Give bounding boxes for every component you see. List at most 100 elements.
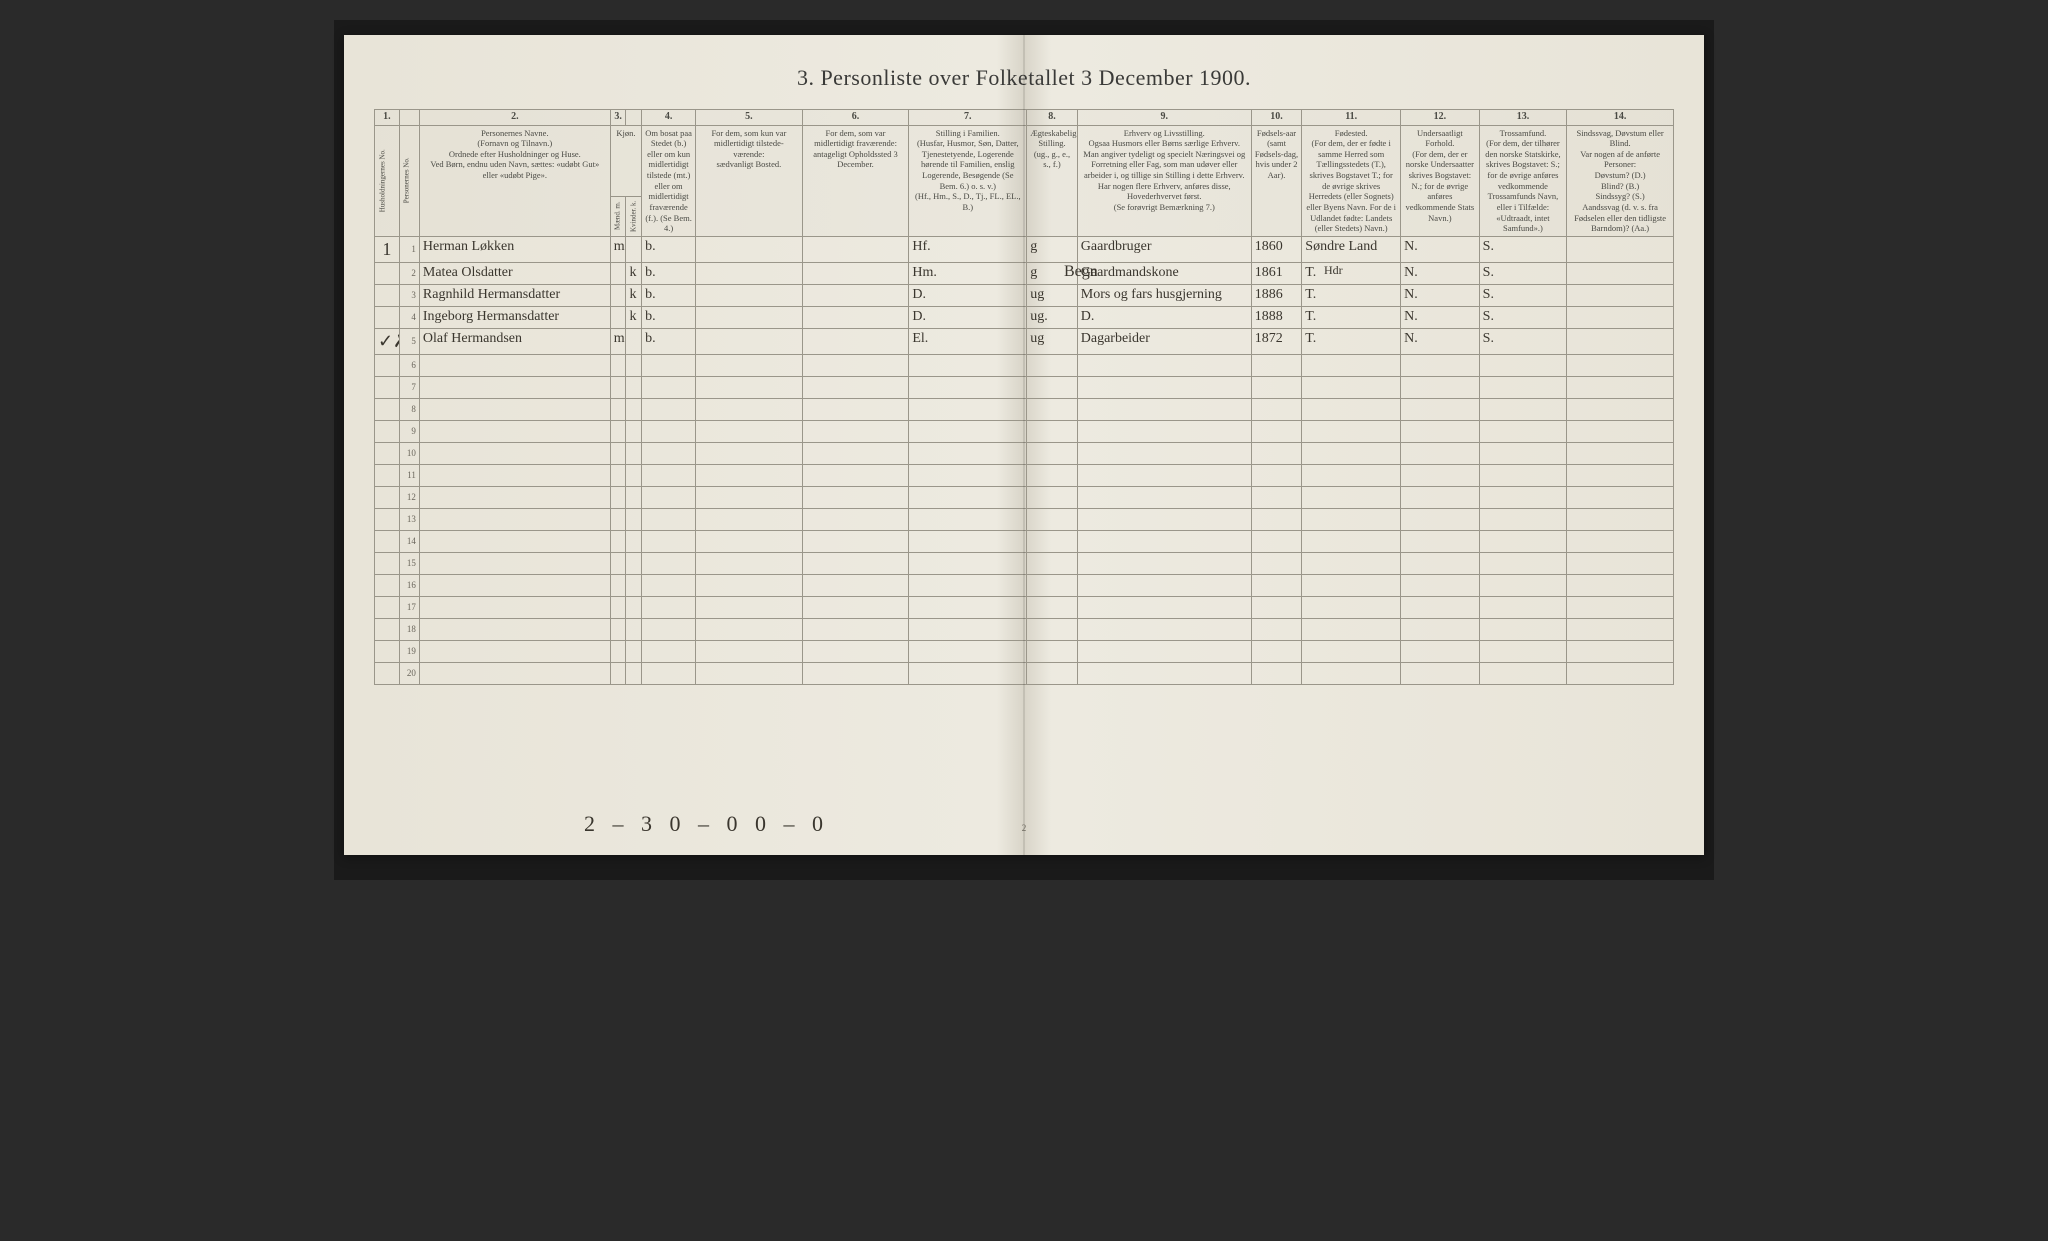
cell-empty xyxy=(375,530,400,552)
cell-empty xyxy=(802,662,909,684)
cell-empty xyxy=(1077,574,1251,596)
cell-empty xyxy=(1567,508,1674,530)
column-number: 8. xyxy=(1027,110,1078,126)
cell-empty xyxy=(802,464,909,486)
cell-empty xyxy=(1401,376,1480,398)
cell-hh: ✓✗ xyxy=(375,328,400,354)
cell-res: b. xyxy=(642,328,696,354)
cell-res: b. xyxy=(642,262,696,284)
cell-cit: N. xyxy=(1401,284,1480,306)
cell-empty xyxy=(1027,618,1078,640)
cell-empty xyxy=(642,376,696,398)
cell-res: b. xyxy=(642,236,696,262)
cell-empty xyxy=(696,486,803,508)
column-number: 13. xyxy=(1479,110,1567,126)
cell-empty xyxy=(626,552,642,574)
cell-empty xyxy=(375,354,400,376)
cell-empty xyxy=(802,354,909,376)
cell-empty xyxy=(696,354,803,376)
cell-empty: 18 xyxy=(399,618,419,640)
cell-cit: N. xyxy=(1401,328,1480,354)
cell-empty xyxy=(375,508,400,530)
cell-empty xyxy=(909,530,1027,552)
cell-empty xyxy=(375,574,400,596)
cell-empty xyxy=(1027,530,1078,552)
cell-empty xyxy=(1077,508,1251,530)
cell-empty xyxy=(642,398,696,420)
cell-empty xyxy=(1567,574,1674,596)
handwritten-annotation-begn: Begn xyxy=(1064,263,1098,281)
cell-name: Herman Løkken xyxy=(419,236,610,262)
cell-empty xyxy=(1251,530,1302,552)
cell-fam: Hm. xyxy=(909,262,1027,284)
cell-tmp xyxy=(696,306,803,328)
cell-empty xyxy=(1401,662,1480,684)
cell-empty xyxy=(909,398,1027,420)
cell-empty xyxy=(1479,442,1567,464)
cell-empty xyxy=(642,508,696,530)
cell-empty xyxy=(1077,662,1251,684)
cell-empty xyxy=(1027,640,1078,662)
column-number: 7. xyxy=(909,110,1027,126)
cell-abs xyxy=(802,262,909,284)
cell-dis xyxy=(1567,328,1674,354)
cell-empty xyxy=(1479,354,1567,376)
cell-empty xyxy=(642,442,696,464)
cell-empty xyxy=(1401,464,1480,486)
cell-occ: Mors og fars husgjerning xyxy=(1077,284,1251,306)
cell-empty xyxy=(1479,398,1567,420)
cell-empty xyxy=(419,640,610,662)
cell-empty xyxy=(610,420,626,442)
cell-empty xyxy=(1567,376,1674,398)
cell-hh xyxy=(375,306,400,328)
cell-empty xyxy=(1251,640,1302,662)
cell-empty xyxy=(1027,596,1078,618)
cell-empty xyxy=(642,574,696,596)
cell-empty xyxy=(1567,420,1674,442)
cell-dis xyxy=(1567,284,1674,306)
cell-empty xyxy=(642,464,696,486)
cell-empty xyxy=(626,464,642,486)
cell-rel: S. xyxy=(1479,284,1567,306)
cell-pn: 1 xyxy=(399,236,419,262)
cell-fam: Hf. xyxy=(909,236,1027,262)
cell-empty xyxy=(802,420,909,442)
cell-empty xyxy=(1077,420,1251,442)
cell-empty xyxy=(696,640,803,662)
cell-rel: S. xyxy=(1479,306,1567,328)
cell-empty: 6 xyxy=(399,354,419,376)
cell-empty xyxy=(1401,574,1480,596)
cell-empty xyxy=(1479,596,1567,618)
cell-empty xyxy=(1077,486,1251,508)
cell-empty xyxy=(1401,640,1480,662)
cell-fam: El. xyxy=(909,328,1027,354)
cell-empty xyxy=(642,640,696,662)
cell-empty xyxy=(1251,442,1302,464)
table-row-empty: 7 xyxy=(375,376,1674,398)
cell-empty xyxy=(1027,442,1078,464)
cell-empty xyxy=(375,596,400,618)
cell-name: Ragnhild Hermansdatter xyxy=(419,284,610,306)
cell-hh xyxy=(375,262,400,284)
cell-empty xyxy=(1567,354,1674,376)
cell-empty xyxy=(642,552,696,574)
table-row: 4Ingeborg Hermansdatterkb.D.ug.D.1888T.N… xyxy=(375,306,1674,328)
cell-empty xyxy=(610,662,626,684)
cell-empty xyxy=(419,376,610,398)
cell-empty xyxy=(802,530,909,552)
table-row-empty: 10 xyxy=(375,442,1674,464)
cell-empty xyxy=(626,398,642,420)
column-number: 10. xyxy=(1251,110,1302,126)
hdr-household-no: Husholdningernes No. xyxy=(375,125,400,236)
column-number: 14. xyxy=(1567,110,1674,126)
census-table: 1.2.3.4.5.6.7.8.9.10.11.12.13.14. Hushol… xyxy=(374,109,1674,685)
cell-empty xyxy=(1401,486,1480,508)
cell-empty: 13 xyxy=(399,508,419,530)
cell-abs xyxy=(802,284,909,306)
hdr-residence: Om bosat paa Stedet (b.) eller om kun mi… xyxy=(642,125,696,236)
cell-empty xyxy=(626,420,642,442)
cell-empty xyxy=(1479,618,1567,640)
cell-sexm xyxy=(610,284,626,306)
cell-empty xyxy=(1479,662,1567,684)
column-number: 1. xyxy=(375,110,400,126)
